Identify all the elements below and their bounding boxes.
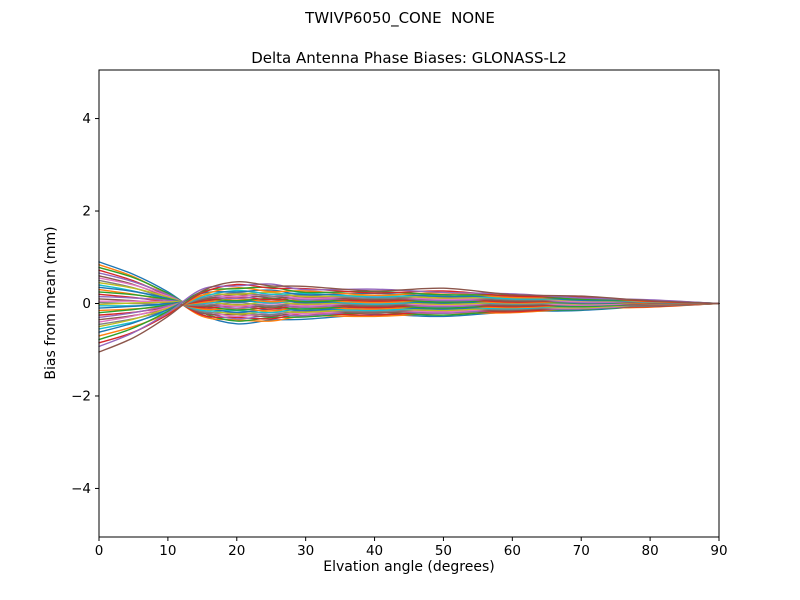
x-tick-label: 80 (642, 543, 659, 559)
y-tick-label: 2 (82, 204, 91, 220)
figure-title: TWIVP6050_CONE NONE (305, 9, 495, 27)
y-tick-label: 4 (82, 111, 91, 127)
y-tick-label: −2 (71, 388, 91, 404)
series-line (98, 261, 720, 325)
x-tick-label: 0 (95, 543, 104, 559)
series-line (98, 291, 720, 311)
x-tick-label: 50 (435, 543, 452, 559)
y-tick-label: −4 (71, 481, 91, 497)
x-tick-label: 10 (159, 543, 176, 559)
series-line (98, 282, 720, 315)
x-tick-label: 70 (573, 543, 590, 559)
series-line (98, 272, 720, 320)
series-line (98, 286, 720, 341)
series-line (98, 289, 720, 333)
x-tick-label: 60 (504, 543, 521, 559)
series-line (98, 293, 720, 323)
series-lines (98, 261, 720, 353)
x-tick-label: 90 (710, 543, 727, 559)
series-line (98, 283, 720, 348)
axes-title: Delta Antenna Phase Biases: GLONASS-L2 (251, 49, 567, 67)
y-axis-ticks: −4 −2 0 2 4 (71, 111, 99, 497)
series-line (98, 295, 720, 319)
x-axis-label: Elvation angle (degrees) (323, 559, 495, 575)
series-line (98, 280, 720, 353)
y-axis-label: Bias from mean (mm) (43, 226, 59, 380)
x-tick-label: 20 (228, 543, 245, 559)
x-tick-label: 40 (366, 543, 383, 559)
x-axis-ticks: 0 10 20 30 40 50 60 70 80 90 (95, 537, 728, 559)
x-tick-label: 30 (297, 543, 314, 559)
y-tick-label: 0 (82, 296, 91, 312)
